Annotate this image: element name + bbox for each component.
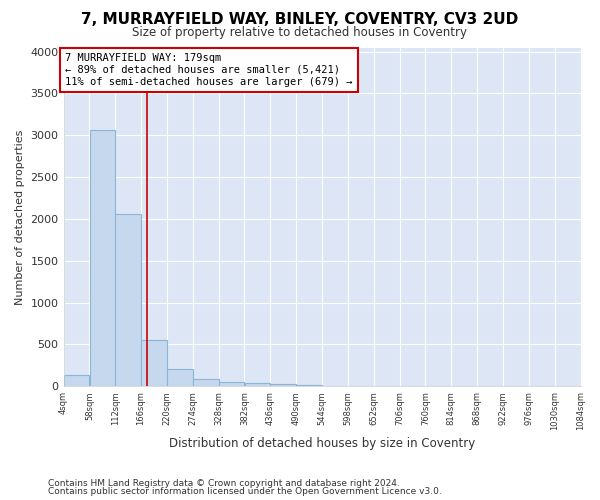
Bar: [193, 379, 218, 386]
X-axis label: Distribution of detached houses by size in Coventry: Distribution of detached houses by size …: [169, 437, 475, 450]
Text: Contains HM Land Registry data © Crown copyright and database right 2024.: Contains HM Land Registry data © Crown c…: [48, 479, 400, 488]
Bar: [271, 384, 296, 386]
Text: 7 MURRAYFIELD WAY: 179sqm
← 89% of detached houses are smaller (5,421)
11% of se: 7 MURRAYFIELD WAY: 179sqm ← 89% of detac…: [65, 54, 353, 86]
Bar: [141, 340, 167, 386]
Text: 7, MURRAYFIELD WAY, BINLEY, COVENTRY, CV3 2UD: 7, MURRAYFIELD WAY, BINLEY, COVENTRY, CV…: [82, 12, 518, 28]
Bar: [219, 382, 244, 386]
Bar: [167, 368, 193, 386]
Y-axis label: Number of detached properties: Number of detached properties: [15, 129, 25, 304]
Bar: [64, 376, 89, 386]
Text: Contains public sector information licensed under the Open Government Licence v3: Contains public sector information licen…: [48, 487, 442, 496]
Text: Size of property relative to detached houses in Coventry: Size of property relative to detached ho…: [133, 26, 467, 39]
Bar: [115, 214, 141, 386]
Bar: [89, 130, 115, 386]
Bar: [245, 383, 270, 386]
